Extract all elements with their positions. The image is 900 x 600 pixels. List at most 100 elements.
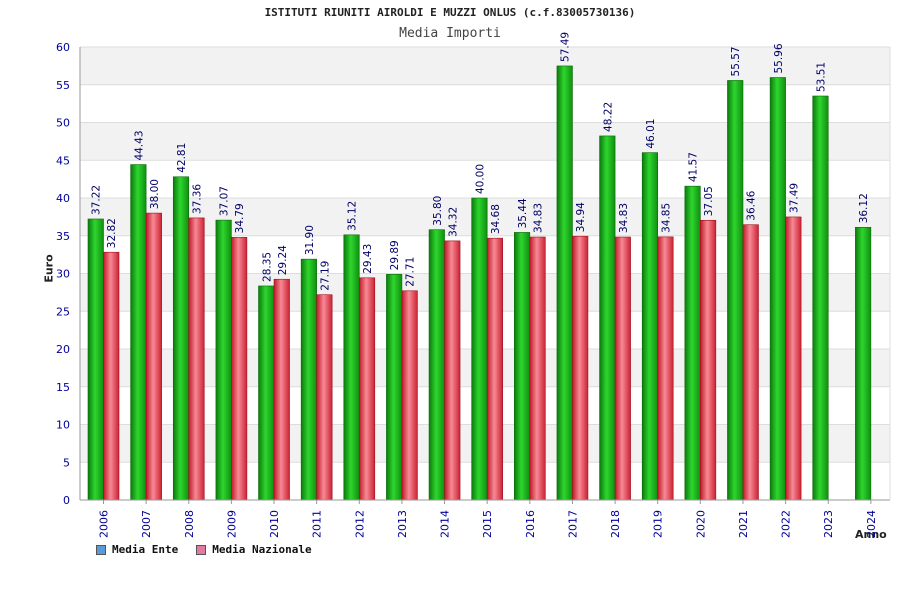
bar-ente [172,176,190,501]
value-label: 37.49 [788,183,800,213]
bar-ente [300,258,317,501]
value-label: 55.96 [773,43,785,73]
chart-title: ISTITUTI RIUNITI AIROLDI E MUZZI ONLUS (… [264,6,636,19]
legend-swatch-ente [96,544,106,555]
value-label: 34.68 [490,204,502,234]
x-tick-label: 2016 [524,510,537,538]
bar-nazionale [358,277,376,501]
chart-subtitle: Media Importi [399,26,501,41]
y-tick-label: 60 [56,41,70,54]
x-tick-label: 2023 [822,510,835,538]
value-label: 27.19 [319,261,331,291]
bar-ente [514,232,531,501]
value-label: 37.36 [192,184,204,214]
value-label: 34.32 [447,207,459,237]
x-tick-label: 2019 [652,510,665,538]
bar-nazionale [572,235,589,501]
y-tick-label: 5 [63,456,70,469]
value-label: 36.12 [858,193,870,223]
bar-nazionale [188,217,205,501]
y-tick-label: 35 [56,230,70,243]
bar-ente [343,234,360,501]
value-label: 36.46 [746,190,758,220]
bar-ente [471,197,488,501]
value-label: 42.81 [176,143,188,173]
bar-ente [386,274,403,501]
x-tick-label: 2009 [225,510,238,538]
bar-nazionale [401,290,418,501]
bar-nazionale [231,237,248,501]
value-label: 28.35 [261,252,273,282]
x-tick-label: 2020 [694,510,707,538]
bar-nazionale [316,294,333,501]
bar-ente [727,80,744,501]
x-tick-label: 2007 [140,510,153,538]
grid-band [80,47,890,85]
legend-label-nazionale: Media Nazionale [212,543,312,556]
bar-ente [556,65,573,501]
x-axis-label: Anno [855,528,887,541]
value-label: 37.05 [703,186,715,216]
bar-nazionale [103,251,120,501]
value-label: 35.12 [347,201,359,231]
y-tick-label: 40 [56,192,70,205]
bar-ente [684,185,701,501]
x-tick-label: 2018 [609,510,622,538]
x-tick-label: 2006 [98,510,111,538]
legend-label-ente: Media Ente [112,543,179,556]
bar-ente [258,285,275,501]
bar-nazionale [657,236,674,501]
x-tick-label: 2008 [183,510,196,538]
value-label: 34.94 [575,202,587,232]
value-label: 35.44 [517,198,529,228]
x-tick-label: 2011 [311,510,324,538]
bar-ente [812,95,829,501]
value-label: 37.07 [219,186,231,216]
y-tick-label: 15 [56,381,70,394]
value-label: 29.89 [389,240,401,270]
value-label: 32.82 [106,218,118,248]
legend-swatch-nazionale [196,544,207,555]
value-label: 38.00 [149,179,161,209]
bar-ente [641,152,659,501]
x-tick-label: 2021 [737,510,750,538]
y-tick-label: 0 [63,494,70,507]
y-tick-label: 10 [56,419,70,432]
bar-ente [87,218,104,501]
x-tick-label: 2022 [780,510,793,538]
value-label: 53.51 [815,62,827,92]
value-label: 34.83 [618,203,630,233]
bar-ente [769,77,786,501]
value-label: 48.22 [602,102,614,132]
bar-nazionale [785,216,802,501]
y-tick-label: 20 [56,343,70,356]
value-label: 31.90 [304,225,316,255]
value-label: 40.00 [474,164,486,194]
bar-ente [855,226,872,501]
value-label: 46.01 [645,119,657,149]
value-label: 34.83 [533,203,545,233]
value-label: 41.57 [688,152,700,182]
value-label: 29.43 [362,244,374,274]
x-tick-label: 2012 [353,510,366,538]
x-tick-label: 2015 [481,510,494,538]
legend-item-ente: Media Ente [96,543,178,556]
value-label: 27.71 [405,257,417,287]
y-tick-label: 45 [56,154,70,167]
y-tick-label: 50 [56,117,70,130]
axes: 0 5 10 15 20 25 30 35 40 45 50 55 60 2006 2007 2008 2009… [56,41,891,538]
x-tick-label: 2014 [439,510,452,538]
bar-nazionale [700,219,717,501]
bar-ente [428,229,445,501]
bar-ente [130,164,147,501]
bar-nazionale [444,240,461,501]
y-tick-label: 30 [56,268,70,281]
x-tick-label: 2010 [268,510,281,538]
value-label: 35.80 [432,196,444,226]
bar-nazionale [145,212,162,501]
value-label: 44.43 [133,130,145,160]
bar-nazionale [742,224,759,501]
value-label: 57.49 [560,32,572,62]
